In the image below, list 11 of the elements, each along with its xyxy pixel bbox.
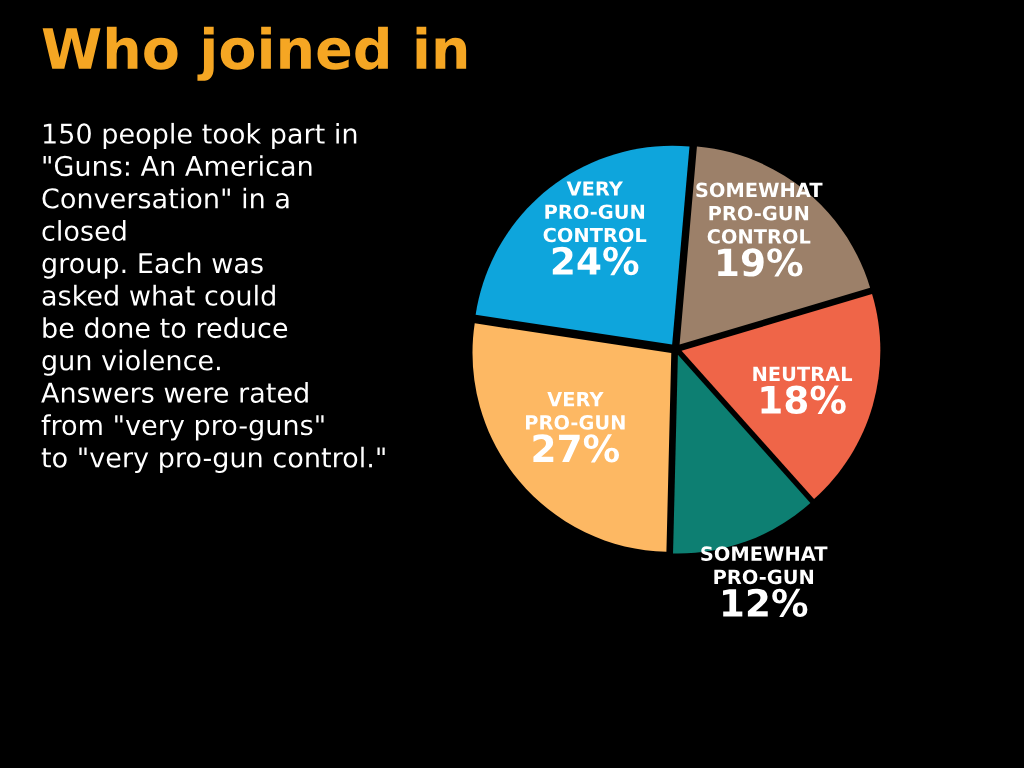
slice-label: VERY PRO-GUN CONTROL [543, 181, 647, 243]
slice-label: VERY PRO-GUN [526, 392, 625, 430]
data-label: 19% [718, 248, 803, 277]
data-label: 12% [723, 588, 808, 618]
chart-title: Who joined in [42, 26, 467, 81]
slice-label: NEUTRAL [753, 366, 853, 382]
slice-label: SOMEWHAT PRO-GUN [701, 546, 828, 585]
text: 150 people took part in "Guns: An American Conversation" in a closed group. Each was asked what could be done to reduce gun violence. Answers were rated from "very pro-guns" to "very pro-gun control." [41, 122, 385, 473]
data-label: 24% [552, 246, 639, 276]
data-label: 18% [761, 385, 846, 414]
data-label: 27% [533, 434, 620, 463]
